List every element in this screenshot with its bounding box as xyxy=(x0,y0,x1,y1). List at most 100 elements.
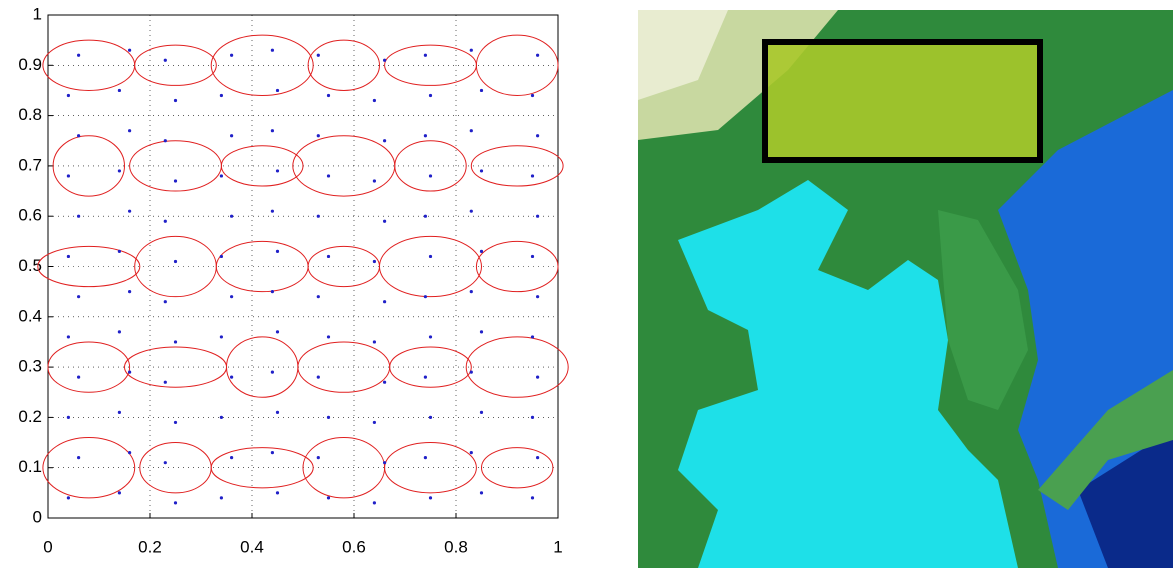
x-tick-label: 0.8 xyxy=(444,537,468,556)
point xyxy=(117,410,121,414)
ellipse xyxy=(394,140,467,192)
x-tick-label: 0.4 xyxy=(240,537,264,556)
ellipse xyxy=(389,346,472,388)
point xyxy=(77,295,81,299)
point xyxy=(326,335,331,339)
ellipse xyxy=(210,447,314,489)
point xyxy=(163,219,167,223)
point xyxy=(117,491,121,495)
ellipse xyxy=(47,341,131,393)
y-tick-label: 0.8 xyxy=(18,105,42,124)
point xyxy=(530,254,535,259)
point xyxy=(77,456,81,460)
point xyxy=(536,456,540,460)
point xyxy=(117,330,121,334)
point xyxy=(316,214,320,218)
point xyxy=(128,129,132,133)
point xyxy=(372,259,376,264)
y-tick-label: 0 xyxy=(33,507,42,526)
point xyxy=(128,290,132,294)
point xyxy=(275,249,280,254)
point xyxy=(230,134,234,138)
point xyxy=(275,88,280,93)
point xyxy=(219,254,223,259)
point xyxy=(230,214,234,218)
point xyxy=(219,496,223,500)
point xyxy=(77,134,81,138)
point xyxy=(66,174,70,178)
point xyxy=(219,335,223,339)
point xyxy=(173,259,178,264)
point xyxy=(372,420,376,425)
y-tick-label: 0.5 xyxy=(18,256,42,275)
point xyxy=(230,456,234,460)
point xyxy=(270,48,274,52)
point xyxy=(530,93,535,98)
point xyxy=(536,214,540,218)
point xyxy=(173,420,178,425)
deep-sea xyxy=(1078,430,1173,568)
point xyxy=(66,335,70,339)
x-tick-label: 0.6 xyxy=(342,537,366,556)
point xyxy=(372,179,376,183)
point xyxy=(173,340,178,344)
x-tick-label: 0.2 xyxy=(138,537,162,556)
point xyxy=(423,134,427,138)
point xyxy=(428,174,433,178)
point xyxy=(469,48,473,52)
ellipse xyxy=(475,240,559,293)
point xyxy=(479,491,484,495)
point xyxy=(383,58,387,62)
point xyxy=(383,139,387,143)
point xyxy=(275,169,280,173)
point xyxy=(469,129,473,133)
point xyxy=(469,370,473,374)
point xyxy=(275,410,280,414)
x-tick-label: 0 xyxy=(43,537,52,556)
point xyxy=(77,214,81,218)
point xyxy=(163,300,167,304)
point xyxy=(230,375,234,379)
point xyxy=(383,300,387,304)
point xyxy=(275,330,280,334)
point xyxy=(530,335,535,339)
sea xyxy=(678,180,1018,568)
ellipse xyxy=(52,135,126,197)
point xyxy=(219,93,223,98)
point xyxy=(326,93,331,98)
point xyxy=(372,98,376,103)
point xyxy=(423,214,427,218)
point xyxy=(530,496,535,500)
y-tick-label: 0.1 xyxy=(18,457,42,476)
peninsula xyxy=(938,210,1028,410)
point xyxy=(230,295,234,299)
point xyxy=(479,169,484,173)
point xyxy=(469,209,473,213)
point xyxy=(536,53,540,57)
point xyxy=(117,249,121,254)
point xyxy=(77,375,81,379)
point xyxy=(423,375,427,379)
point xyxy=(316,375,320,379)
point xyxy=(163,461,167,465)
ellipse xyxy=(384,442,477,494)
ellipse xyxy=(475,34,559,96)
point xyxy=(316,53,320,57)
y-tick-label: 1 xyxy=(33,4,42,23)
x-tick-label: 1 xyxy=(553,537,562,556)
ellipse xyxy=(379,235,482,298)
point xyxy=(536,134,540,138)
point xyxy=(383,380,387,384)
point xyxy=(326,254,331,259)
ellipse xyxy=(307,39,380,91)
point xyxy=(117,169,121,173)
ellipse xyxy=(42,437,136,499)
point xyxy=(530,415,535,419)
y-tick-label: 0.7 xyxy=(18,155,42,174)
point xyxy=(128,209,132,213)
island xyxy=(1038,370,1173,510)
y-tick-label: 0.2 xyxy=(18,407,42,426)
point xyxy=(469,451,473,455)
point xyxy=(479,88,484,93)
point xyxy=(66,496,70,500)
